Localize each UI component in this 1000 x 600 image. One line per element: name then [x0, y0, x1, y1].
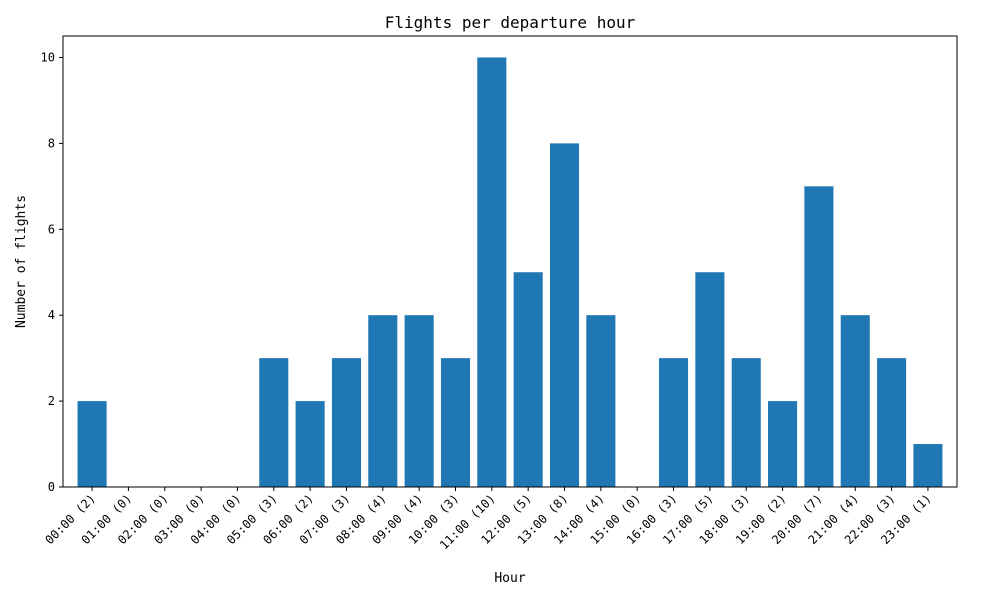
bar — [840, 315, 870, 487]
bar — [440, 358, 471, 487]
y-axis-ticks: 0 2 4 6 8 10 — [41, 50, 63, 494]
bar — [77, 401, 107, 487]
bar — [404, 315, 434, 487]
bar — [295, 401, 325, 487]
y-tick-label: 8 — [48, 136, 55, 150]
bar — [768, 401, 798, 487]
y-tick-label: 4 — [48, 308, 55, 322]
bar — [549, 143, 580, 487]
y-tick-label: 6 — [48, 222, 55, 236]
y-tick-label: 0 — [48, 480, 55, 494]
y-tick-label: 10 — [41, 50, 55, 64]
bar — [913, 444, 943, 487]
y-tick-label: 2 — [48, 394, 55, 408]
bar — [477, 57, 507, 487]
plot-frame — [62, 35, 958, 488]
bar — [804, 186, 834, 488]
chart-title: Flights per departure hour — [385, 13, 636, 32]
bar — [331, 358, 361, 487]
bar — [513, 272, 543, 487]
x-axis-label: Hour — [494, 571, 525, 586]
bar — [877, 358, 907, 487]
y-axis-label: Number of flights — [14, 195, 29, 328]
bar — [259, 358, 289, 487]
bar — [586, 315, 616, 487]
bar — [695, 272, 725, 487]
bars-group — [77, 57, 943, 488]
bar — [659, 358, 689, 487]
bar — [368, 315, 398, 487]
bar — [731, 358, 761, 487]
